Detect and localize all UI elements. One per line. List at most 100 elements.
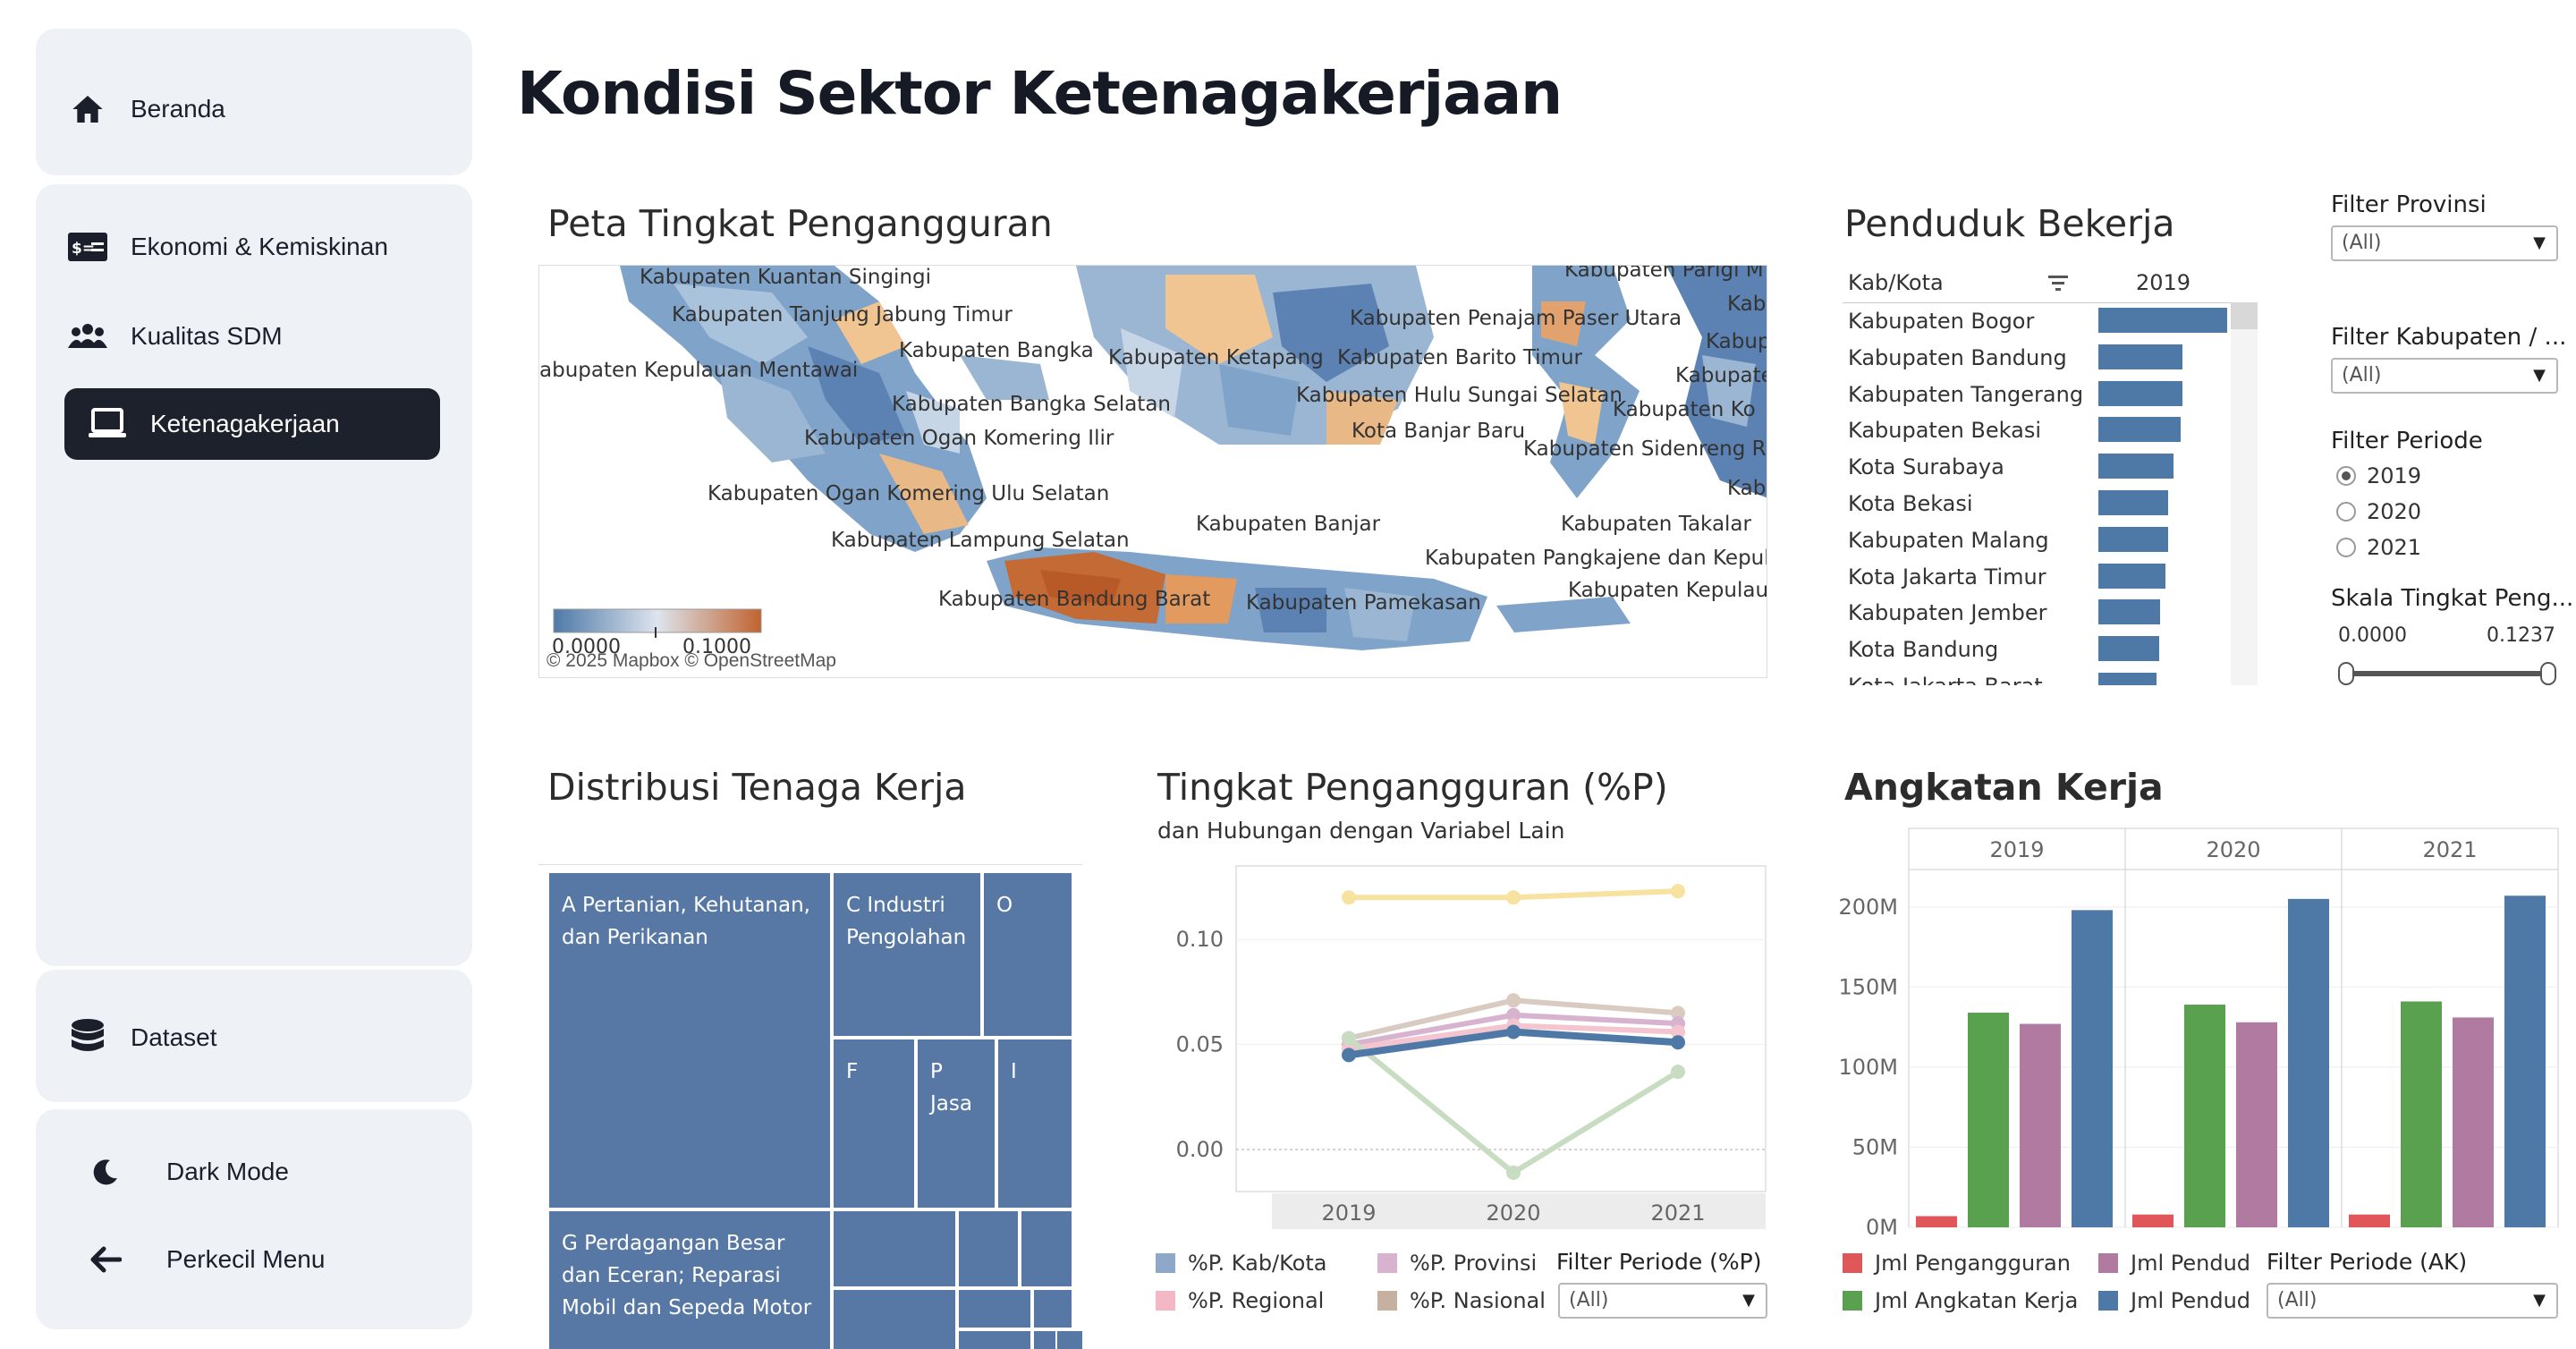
legend-item[interactable]: Jml Pengangguran <box>1843 1251 2071 1276</box>
treemap-cell[interactable] <box>832 1209 957 1288</box>
sidebar-item-ketenagakerjaan[interactable]: Ketenagakerjaan <box>64 388 440 460</box>
legend-item[interactable]: %P. Regional <box>1156 1288 1324 1313</box>
row-label: Kota Jakarta Barat <box>1848 674 2043 685</box>
penduduk-scrollbar[interactable] <box>2231 302 2258 685</box>
periode-option-2021[interactable]: 2021 <box>2336 535 2421 560</box>
table-row[interactable]: Kabupaten Tangerang <box>1828 376 2231 411</box>
table-row[interactable]: Kabupaten Malang <box>1828 522 2231 557</box>
bar-chart[interactable]: 200M 150M 100M 50M 0M 2019 2020 2021 <box>1825 823 2567 1234</box>
bar[interactable] <box>2184 1005 2225 1227</box>
bar[interactable] <box>2504 895 2546 1227</box>
map-label: Kabupaten Takalar <box>1561 513 1751 536</box>
sidebar-item-label: Ketenagakerjaan <box>150 410 340 437</box>
table-row[interactable]: Kabupaten Bogor <box>1828 302 2231 338</box>
bar[interactable] <box>1968 1013 2009 1227</box>
filter-provinsi-select[interactable]: (All) ▼ <box>2331 225 2558 261</box>
skala-min-value: 0.0000 <box>2338 624 2407 647</box>
slider-handle-max[interactable] <box>2540 662 2556 685</box>
treemap-cell[interactable]: C Industri Pengolahan <box>832 871 982 1038</box>
data-point[interactable] <box>1506 993 1521 1008</box>
legend-item[interactable]: %P. Provinsi <box>1377 1251 1537 1276</box>
data-point[interactable] <box>1671 1065 1685 1080</box>
sidebar-item-dataset[interactable]: Dataset <box>66 1002 442 1073</box>
row-label: Kota Bandung <box>1848 637 1999 663</box>
treemap-cell[interactable] <box>957 1209 1020 1288</box>
table-row[interactable]: Kabupaten Jember <box>1828 594 2231 630</box>
data-point[interactable] <box>1506 1024 1521 1039</box>
data-point[interactable] <box>1671 1005 1685 1021</box>
dark-mode-toggle[interactable]: Dark Mode <box>84 1136 460 1208</box>
legend-item[interactable]: Jml Pendud <box>2098 1251 2250 1276</box>
treemap-cell[interactable]: O <box>982 871 1073 1038</box>
data-point[interactable] <box>1671 1035 1685 1050</box>
slider-handle-min[interactable] <box>2338 662 2354 685</box>
treemap-cell[interactable] <box>957 1329 1032 1349</box>
treemap-cell[interactable] <box>1020 1209 1073 1288</box>
bar[interactable] <box>2132 1214 2174 1227</box>
treemap-cell[interactable] <box>1055 1329 1084 1349</box>
data-point[interactable] <box>1671 884 1685 899</box>
filter-periode-p-select[interactable]: (All) ▼ <box>1558 1283 1767 1319</box>
treemap-cell[interactable]: F <box>832 1038 916 1209</box>
treemap-cell[interactable]: G Perdagangan Besar dan Eceran; Reparasi… <box>547 1209 832 1349</box>
collapse-menu-button[interactable]: Perkecil Menu <box>84 1224 460 1295</box>
treemap[interactable]: A Pertanian, Kehutanan, dan Perikanan C … <box>547 871 1084 1349</box>
penduduk-header-divider <box>1843 302 2254 303</box>
treemap-cell[interactable]: A Pertanian, Kehutanan, dan Perikanan <box>547 871 832 1209</box>
bar[interactable] <box>2288 898 2329 1227</box>
periode-option-2019[interactable]: 2019 <box>2336 463 2421 488</box>
sidebar-item-kualitas-sdm[interactable]: Kualitas SDM <box>66 301 442 372</box>
data-point[interactable] <box>1342 1048 1356 1063</box>
table-row[interactable]: Kabupaten Bekasi <box>1828 411 2231 447</box>
table-row[interactable]: Kota Surabaya <box>1828 448 2231 484</box>
sidebar-item-ekonomi[interactable]: $= Ekonomi & Kemiskinan <box>66 211 442 283</box>
data-point[interactable] <box>1342 1031 1356 1046</box>
bar[interactable] <box>2401 1001 2442 1227</box>
y-tick-label: 100M <box>1838 1055 1898 1080</box>
table-row[interactable]: Kota Bandung <box>1828 631 2231 666</box>
bar[interactable] <box>2020 1023 2061 1227</box>
data-point[interactable] <box>1342 890 1356 905</box>
row-bar <box>2098 673 2157 685</box>
bar[interactable] <box>2453 1017 2494 1227</box>
treemap-cell[interactable] <box>832 1288 957 1349</box>
filter-periode-ak-select[interactable]: (All) ▼ <box>2267 1283 2558 1319</box>
sidebar-home-panel <box>36 29 472 175</box>
bar[interactable] <box>2072 910 2113 1227</box>
table-row[interactable]: Kota Jakarta Timur <box>1828 558 2231 594</box>
filter-periode-label: Filter Periode <box>2331 428 2483 454</box>
treemap-cell[interactable]: P Jasa <box>916 1038 996 1209</box>
treemap-cell[interactable] <box>1032 1288 1073 1329</box>
series-line[interactable] <box>1347 1036 1680 1175</box>
periode-option-2020[interactable]: 2020 <box>2336 499 2421 524</box>
data-point[interactable] <box>1506 1165 1521 1180</box>
data-point[interactable] <box>1506 890 1521 905</box>
bar[interactable] <box>2236 1022 2277 1227</box>
data-point[interactable] <box>1671 1024 1685 1039</box>
y-tick-label: 50M <box>1852 1134 1898 1159</box>
table-row[interactable]: Kota Jakarta Barat <box>1828 667 2231 685</box>
bar[interactable] <box>1916 1216 1957 1227</box>
treemap-cell[interactable]: I <box>996 1038 1073 1209</box>
laptop-icon <box>86 403 129 445</box>
skala-range-slider[interactable] <box>2338 662 2556 685</box>
choropleth-map[interactable]: Kabupaten Kuantan Singingi Kabupaten Tan… <box>538 265 1767 678</box>
filter-kabupaten-select[interactable]: (All) ▼ <box>2331 358 2558 394</box>
bar[interactable] <box>2349 1214 2390 1227</box>
legend-item[interactable]: %P. Kab/Kota <box>1156 1251 1326 1276</box>
sidebar-dataset-panel <box>36 970 472 1102</box>
map-label: Kabupaten Bangka <box>899 339 1094 362</box>
line-chart[interactable]: 0.10 0.05 0.00 2019 2020 2021 <box>1147 862 1767 1238</box>
data-point[interactable] <box>1506 1007 1521 1022</box>
treemap-cell[interactable] <box>957 1288 1032 1329</box>
legend-item[interactable]: %P. Nasional <box>1377 1288 1546 1313</box>
moon-icon <box>84 1150 127 1193</box>
table-row[interactable]: Kota Bekasi <box>1828 485 2231 521</box>
table-row[interactable]: Kabupaten Bandung <box>1828 339 2231 375</box>
penduduk-col-header: Kab/Kota <box>1848 270 1944 295</box>
sort-icon[interactable] <box>2048 274 2070 298</box>
y-tick-label: 0M <box>1866 1215 1898 1234</box>
sidebar-item-beranda[interactable]: Beranda <box>66 73 442 145</box>
legend-item[interactable]: Jml Angkatan Kerja <box>1843 1288 2078 1313</box>
legend-item[interactable]: Jml Pendud <box>2098 1288 2250 1313</box>
